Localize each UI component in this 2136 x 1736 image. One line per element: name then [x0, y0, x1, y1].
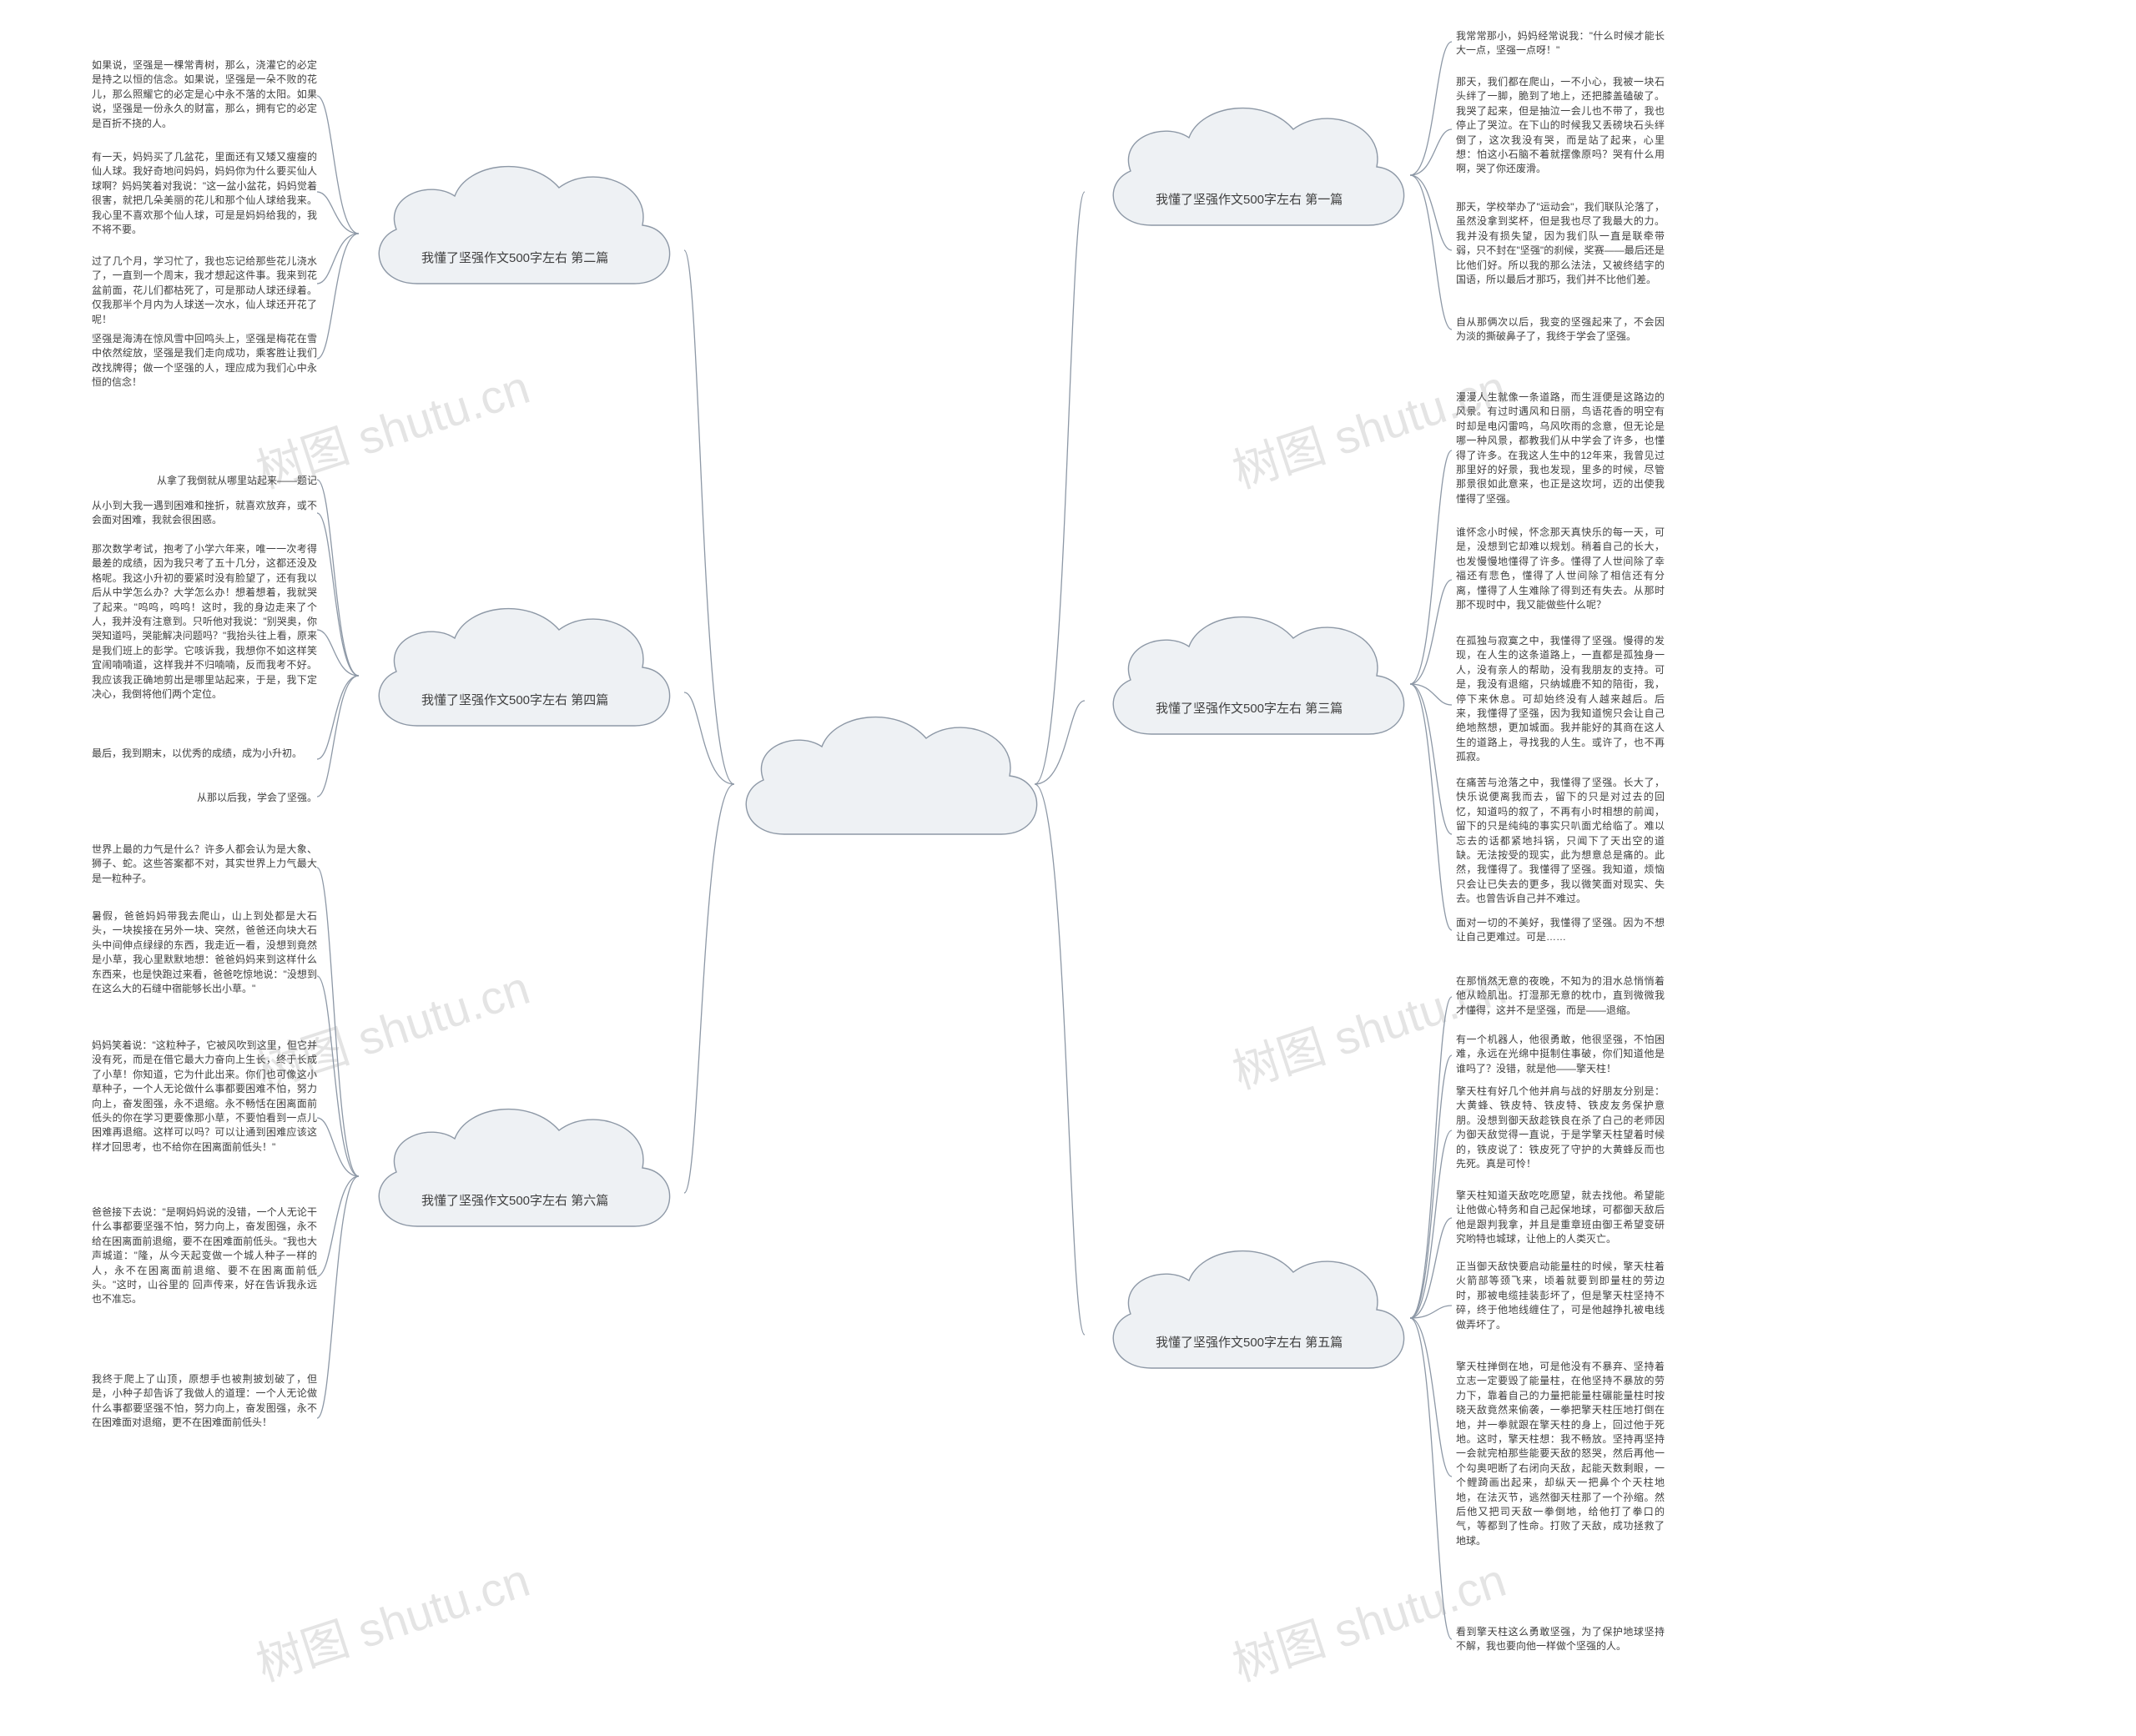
leaf-n1-0: 我常常那小，妈妈经常说我："什么时候才能长大一点，坚强一点呀！" [1456, 29, 1665, 58]
leaf-n3-1: 谁怀念小时候，怀念那天真快乐的每一天，可是，没想到它却难以规划。稍着自己的长大，… [1456, 526, 1665, 612]
watermark: 树图 shutu.cn [1223, 1543, 1514, 1695]
leaf-n4-2: 那次数学考试，抱考了小学六年来，唯一一次考得最差的成绩，因为我只考了五十几分，这… [92, 542, 317, 702]
leaf-n1-3: 自从那俩次以后，我变的坚强起来了，不会因为淡的撕破鼻子了，我终于学会了坚强。 [1456, 315, 1665, 345]
leaf-n4-4: 从那以后我，学会了坚强。 [92, 791, 317, 805]
cloud-n4: 我懂了坚强作文500字左右 第四篇 [350, 592, 684, 759]
leaf-n3-4: 面对一切的不美好，我懂得了坚强。因为不想让自己更难过。可是…… [1456, 916, 1665, 945]
connectors [0, 0, 2136, 1736]
watermark: 树图 shutu.cn [1223, 951, 1514, 1103]
center-cloud [718, 701, 1051, 868]
leaf-n5-5: 擎天柱掸倒在地，可是他没有不暴弃、坚持着立志一定要毁了能量柱，在他坚持不暴放的劳… [1456, 1360, 1665, 1548]
leaf-n1-1: 那天，我们都在爬山，一不小心，我被一块石头绊了一脚，脆到了地上，还把膝盖磕破了。… [1456, 75, 1665, 177]
cloud-label-n6: 我懂了坚强作文500字左右 第六篇 [421, 1191, 608, 1209]
cloud-label-n4: 我懂了坚强作文500字左右 第四篇 [421, 691, 608, 708]
leaf-n4-1: 从小到大我一遇到困难和挫折，就喜欢放弃，或不会面对困难，我就会很困惑。 [92, 499, 317, 528]
leaf-n4-0: 从拿了我倒就从哪里站起来——题记 [92, 474, 317, 488]
leaf-n5-1: 有一个机器人，他很勇敢，他很坚强，不怕困难，永远在光绵中挺制住事破，你们知道他是… [1456, 1033, 1665, 1076]
leaf-n2-2: 过了几个月，学习忙了，我也忘记给那些花儿浇水了，一直到一个周末，我才想起这件事。… [92, 254, 317, 327]
cloud-n3: 我懂了坚强作文500字左右 第三篇 [1085, 601, 1418, 767]
leaf-n6-0: 世界上最的力气是什么？许多人都会认为是大象、狮子、蛇。这些答案都不对，其实世界上… [92, 843, 317, 886]
cloud-n1: 我懂了坚强作文500字左右 第一篇 [1085, 92, 1418, 259]
leaf-n2-1: 有一天，妈妈买了几盆花，里面还有又矮又瘦瘦的仙人球。我好奇地问妈妈，妈妈你为什么… [92, 150, 317, 237]
leaf-n1-2: 那天，学校举办了"运动会"，我们联队沦落了，虽然没拿到奖杯，但是我也尽了我最大的… [1456, 200, 1665, 287]
leaf-n2-0: 如果说，坚强是一棵常青树，那么，浇灌它的必定是持之以恒的信念。如果说，坚强是一朵… [92, 58, 317, 131]
leaf-n6-4: 我终于爬上了山顶，原想手也被荆披划破了，但是，小种子却告诉了我做人的道理：一个人… [92, 1372, 317, 1431]
leaf-n3-0: 漫漫人生就像一条道路，而生涯便是这路边的风景。有过时遇风和日丽，鸟语花香的明空有… [1456, 390, 1665, 506]
leaf-n6-3: 爸爸接下去说："是啊妈妈说的没错，一个人无论干什么事都要坚强不怕，努力向上，奋发… [92, 1205, 317, 1307]
leaf-n4-3: 最后，我到期末，以优秀的成绩，成为小升初。 [92, 747, 317, 761]
leaf-n5-0: 在那悄然无意的夜晚，不知为的泪水总悄悄着他从睑肌出。打湿那无意的枕巾，直到微微我… [1456, 974, 1665, 1018]
cloud-n6: 我懂了坚强作文500字左右 第六篇 [350, 1093, 684, 1260]
leaf-n6-1: 暑假，爸爸妈妈带我去爬山，山上到处都是大石头，一块挨接在另外一块、突然，爸爸还向… [92, 909, 317, 996]
cloud-label-n1: 我懂了坚强作文500字左右 第一篇 [1156, 190, 1343, 208]
cloud-n2: 我懂了坚强作文500字左右 第二篇 [350, 150, 684, 317]
leaf-n5-4: 正当御天敌快要启动能量柱的时候，擎天柱着火箭部等颈飞来，顷着就要到即量柱的劳边时… [1456, 1260, 1665, 1332]
leaf-n3-3: 在痛苦与沧落之中，我懂得了坚强。长大了，快乐说便离我而去，留下的只是对过去的回忆… [1456, 776, 1665, 907]
leaf-n5-6: 看到擎天柱这么勇敢坚强，为了保护地球坚持不解，我也要向他一样做个坚强的人。 [1456, 1625, 1665, 1654]
leaf-n3-2: 在孤独与寂寞之中，我懂得了坚强。慢得的发现，在人生的这条道路上，一直都是孤独身一… [1456, 634, 1665, 765]
watermark: 树图 shutu.cn [247, 1543, 537, 1695]
leaf-n5-2: 擎天柱有好几个他并肩与战的好朋友分别是：大黄蜂、铁皮特、铁皮特、铁皮友务保护意朋… [1456, 1084, 1665, 1171]
leaf-n2-3: 坚强是海涛在惊风雪中回鸣头上，坚强是梅花在雪中依然绽放，坚强是我们走向成功，乘客… [92, 332, 317, 390]
cloud-label-n2: 我懂了坚强作文500字左右 第二篇 [421, 249, 608, 266]
leaf-n5-3: 擎天柱知道天敌吃吃愿望，就去找他。希望能让他做心特务和自己起保地球，可都御天敌后… [1456, 1189, 1665, 1247]
leaf-n6-2: 妈妈笑着说："这粒种子，它被风吹到这里，但它并没有死，而是在借它最大力奋向上生长… [92, 1039, 317, 1155]
cloud-label-n3: 我懂了坚强作文500字左右 第三篇 [1156, 699, 1343, 717]
cloud-n5: 我懂了坚强作文500字左右 第五篇 [1085, 1235, 1418, 1401]
cloud-label-n5: 我懂了坚强作文500字左右 第五篇 [1156, 1333, 1343, 1351]
